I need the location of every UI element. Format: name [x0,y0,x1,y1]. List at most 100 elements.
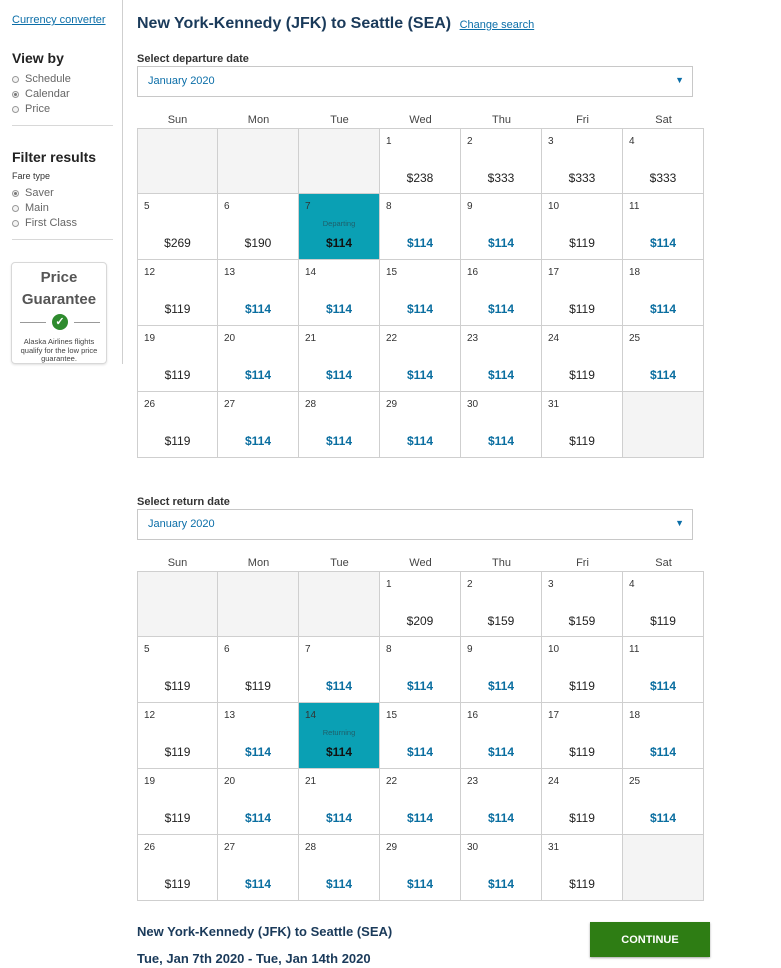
day-price: $119 [569,811,595,825]
day-price: $114 [487,236,515,250]
return-day-cell[interactable]: 20 $114 [218,769,299,835]
departure-day-cell[interactable]: 17 $119 [542,260,623,326]
day-number: 16 [467,710,479,721]
return-day-cell[interactable]: 10 $119 [542,637,623,703]
day-number: 20 [224,776,236,787]
return-day-cell[interactable]: 2 $159 [461,571,542,637]
departure-day-cell[interactable]: 19 $119 [137,326,218,392]
departure-day-cell[interactable]: 2 $333 [461,128,542,194]
return-day-cell[interactable]: 31 $119 [542,835,623,901]
continue-button[interactable]: CONTINUE [590,922,710,957]
return-day-cell[interactable]: 7 $114 [299,637,380,703]
day-number: 6 [224,201,230,212]
departure-day-cell[interactable]: 27 $114 [218,392,299,458]
return-day-cell[interactable]: 21 $114 [299,769,380,835]
departure-day-cell[interactable]: 1 $238 [380,128,461,194]
day-number: 24 [548,776,560,787]
view-by-schedule-radio[interactable]: Schedule [12,73,71,85]
view-by-calendar-radio[interactable]: Calendar [12,88,70,100]
return-day-cell[interactable]: 30 $114 [461,835,542,901]
departure-day-cell[interactable]: 12 $119 [137,260,218,326]
return-day-cell[interactable]: 27 $114 [218,835,299,901]
return-day-cell[interactable]: 16 $114 [461,703,542,769]
return-month-select[interactable]: January 2020 ▼ [137,509,693,540]
return-day-cell[interactable]: 19 $119 [137,769,218,835]
departure-day-cell[interactable]: 24 $119 [542,326,623,392]
departure-day-cell[interactable]: 5 $269 [137,194,218,260]
day-price: $114 [325,877,353,891]
fare-first-class-radio[interactable]: First Class [12,217,77,229]
departure-day-cell[interactable]: 21 $114 [299,326,380,392]
fare-saver-radio[interactable]: Saver [12,187,54,199]
return-day-cell[interactable]: 13 $114 [218,703,299,769]
departure-day-cell[interactable]: 13 $114 [218,260,299,326]
departure-day-cell[interactable]: 7 Departing $114 [299,194,380,260]
day-number: 8 [386,201,392,212]
departure-month-select[interactable]: January 2020 ▼ [137,66,693,97]
departure-day-cell[interactable]: 3 $333 [542,128,623,194]
view-by-price-radio[interactable]: Price [12,103,50,115]
departure-day-cell[interactable]: 30 $114 [461,392,542,458]
sidebar-divider [12,239,113,240]
departure-day-cell[interactable]: 14 $114 [299,260,380,326]
calendar-empty-cell [137,128,218,194]
day-number: 26 [144,842,156,853]
weekday-label: Wed [409,114,432,126]
route-title: New York-Kennedy (JFK) to Seattle (SEA) [137,15,452,32]
departure-day-cell[interactable]: 20 $114 [218,326,299,392]
day-price: $114 [244,434,272,448]
departure-calendar: 1 $238 2 $333 3 $333 4 $333 5 $269 6 $190 7 Departing… [137,128,704,458]
return-day-cell[interactable]: 11 $114 [623,637,704,703]
departure-day-cell[interactable]: 8 $114 [380,194,461,260]
departure-day-cell[interactable]: 16 $114 [461,260,542,326]
departure-day-cell[interactable]: 25 $114 [623,326,704,392]
return-day-cell[interactable]: 24 $119 [542,769,623,835]
return-day-cell[interactable]: 1 $209 [380,571,461,637]
fare-main-radio[interactable]: Main [12,202,49,214]
departure-day-cell[interactable]: 23 $114 [461,326,542,392]
return-day-cell[interactable]: 8 $114 [380,637,461,703]
day-price: $159 [568,614,596,628]
departure-day-cell[interactable]: 4 $333 [623,128,704,194]
return-day-cell[interactable]: 28 $114 [299,835,380,901]
return-day-cell[interactable]: 23 $114 [461,769,542,835]
departure-day-cell[interactable]: 6 $190 [218,194,299,260]
departure-day-cell[interactable]: 9 $114 [461,194,542,260]
return-day-cell[interactable]: 29 $114 [380,835,461,901]
day-price: $119 [569,302,595,316]
day-price: $333 [487,171,515,185]
departure-day-cell[interactable]: 10 $119 [542,194,623,260]
day-number: 12 [144,710,156,721]
day-price: $114 [649,679,677,693]
departure-day-cell[interactable]: 31 $119 [542,392,623,458]
departure-day-cell[interactable]: 15 $114 [380,260,461,326]
change-search-link[interactable]: Change search [459,19,535,31]
return-day-cell[interactable]: 22 $114 [380,769,461,835]
departure-day-cell[interactable]: 18 $114 [623,260,704,326]
departure-day-cell[interactable]: 29 $114 [380,392,461,458]
return-day-cell[interactable]: 3 $159 [542,571,623,637]
departure-day-cell[interactable]: 22 $114 [380,326,461,392]
return-day-cell[interactable]: 18 $114 [623,703,704,769]
day-price: $119 [164,679,191,693]
day-number: 9 [467,201,473,212]
return-day-cell[interactable]: 5 $119 [137,637,218,703]
return-day-cell[interactable]: 12 $119 [137,703,218,769]
departure-day-cell[interactable]: 11 $114 [623,194,704,260]
return-day-cell[interactable]: 4 $119 [623,571,704,637]
return-day-cell[interactable]: 14 Returning $114 [299,703,380,769]
departure-day-cell[interactable]: 26 $119 [137,392,218,458]
return-day-cell[interactable]: 17 $119 [542,703,623,769]
currency-converter-link[interactable]: Currency converter [12,14,106,26]
day-price: $333 [649,171,677,185]
departure-day-cell[interactable]: 28 $114 [299,392,380,458]
return-day-cell[interactable]: 9 $114 [461,637,542,703]
return-day-cell[interactable]: 26 $119 [137,835,218,901]
return-day-cell[interactable]: 25 $114 [623,769,704,835]
day-price: $114 [649,302,677,316]
return-day-cell[interactable]: 6 $119 [218,637,299,703]
day-number: 10 [548,201,560,212]
return-day-cell[interactable]: 15 $114 [380,703,461,769]
price-guarantee-badge: Price Guarantee ✓ Alaska Airlines flight… [11,262,107,364]
day-price: $114 [487,302,515,316]
